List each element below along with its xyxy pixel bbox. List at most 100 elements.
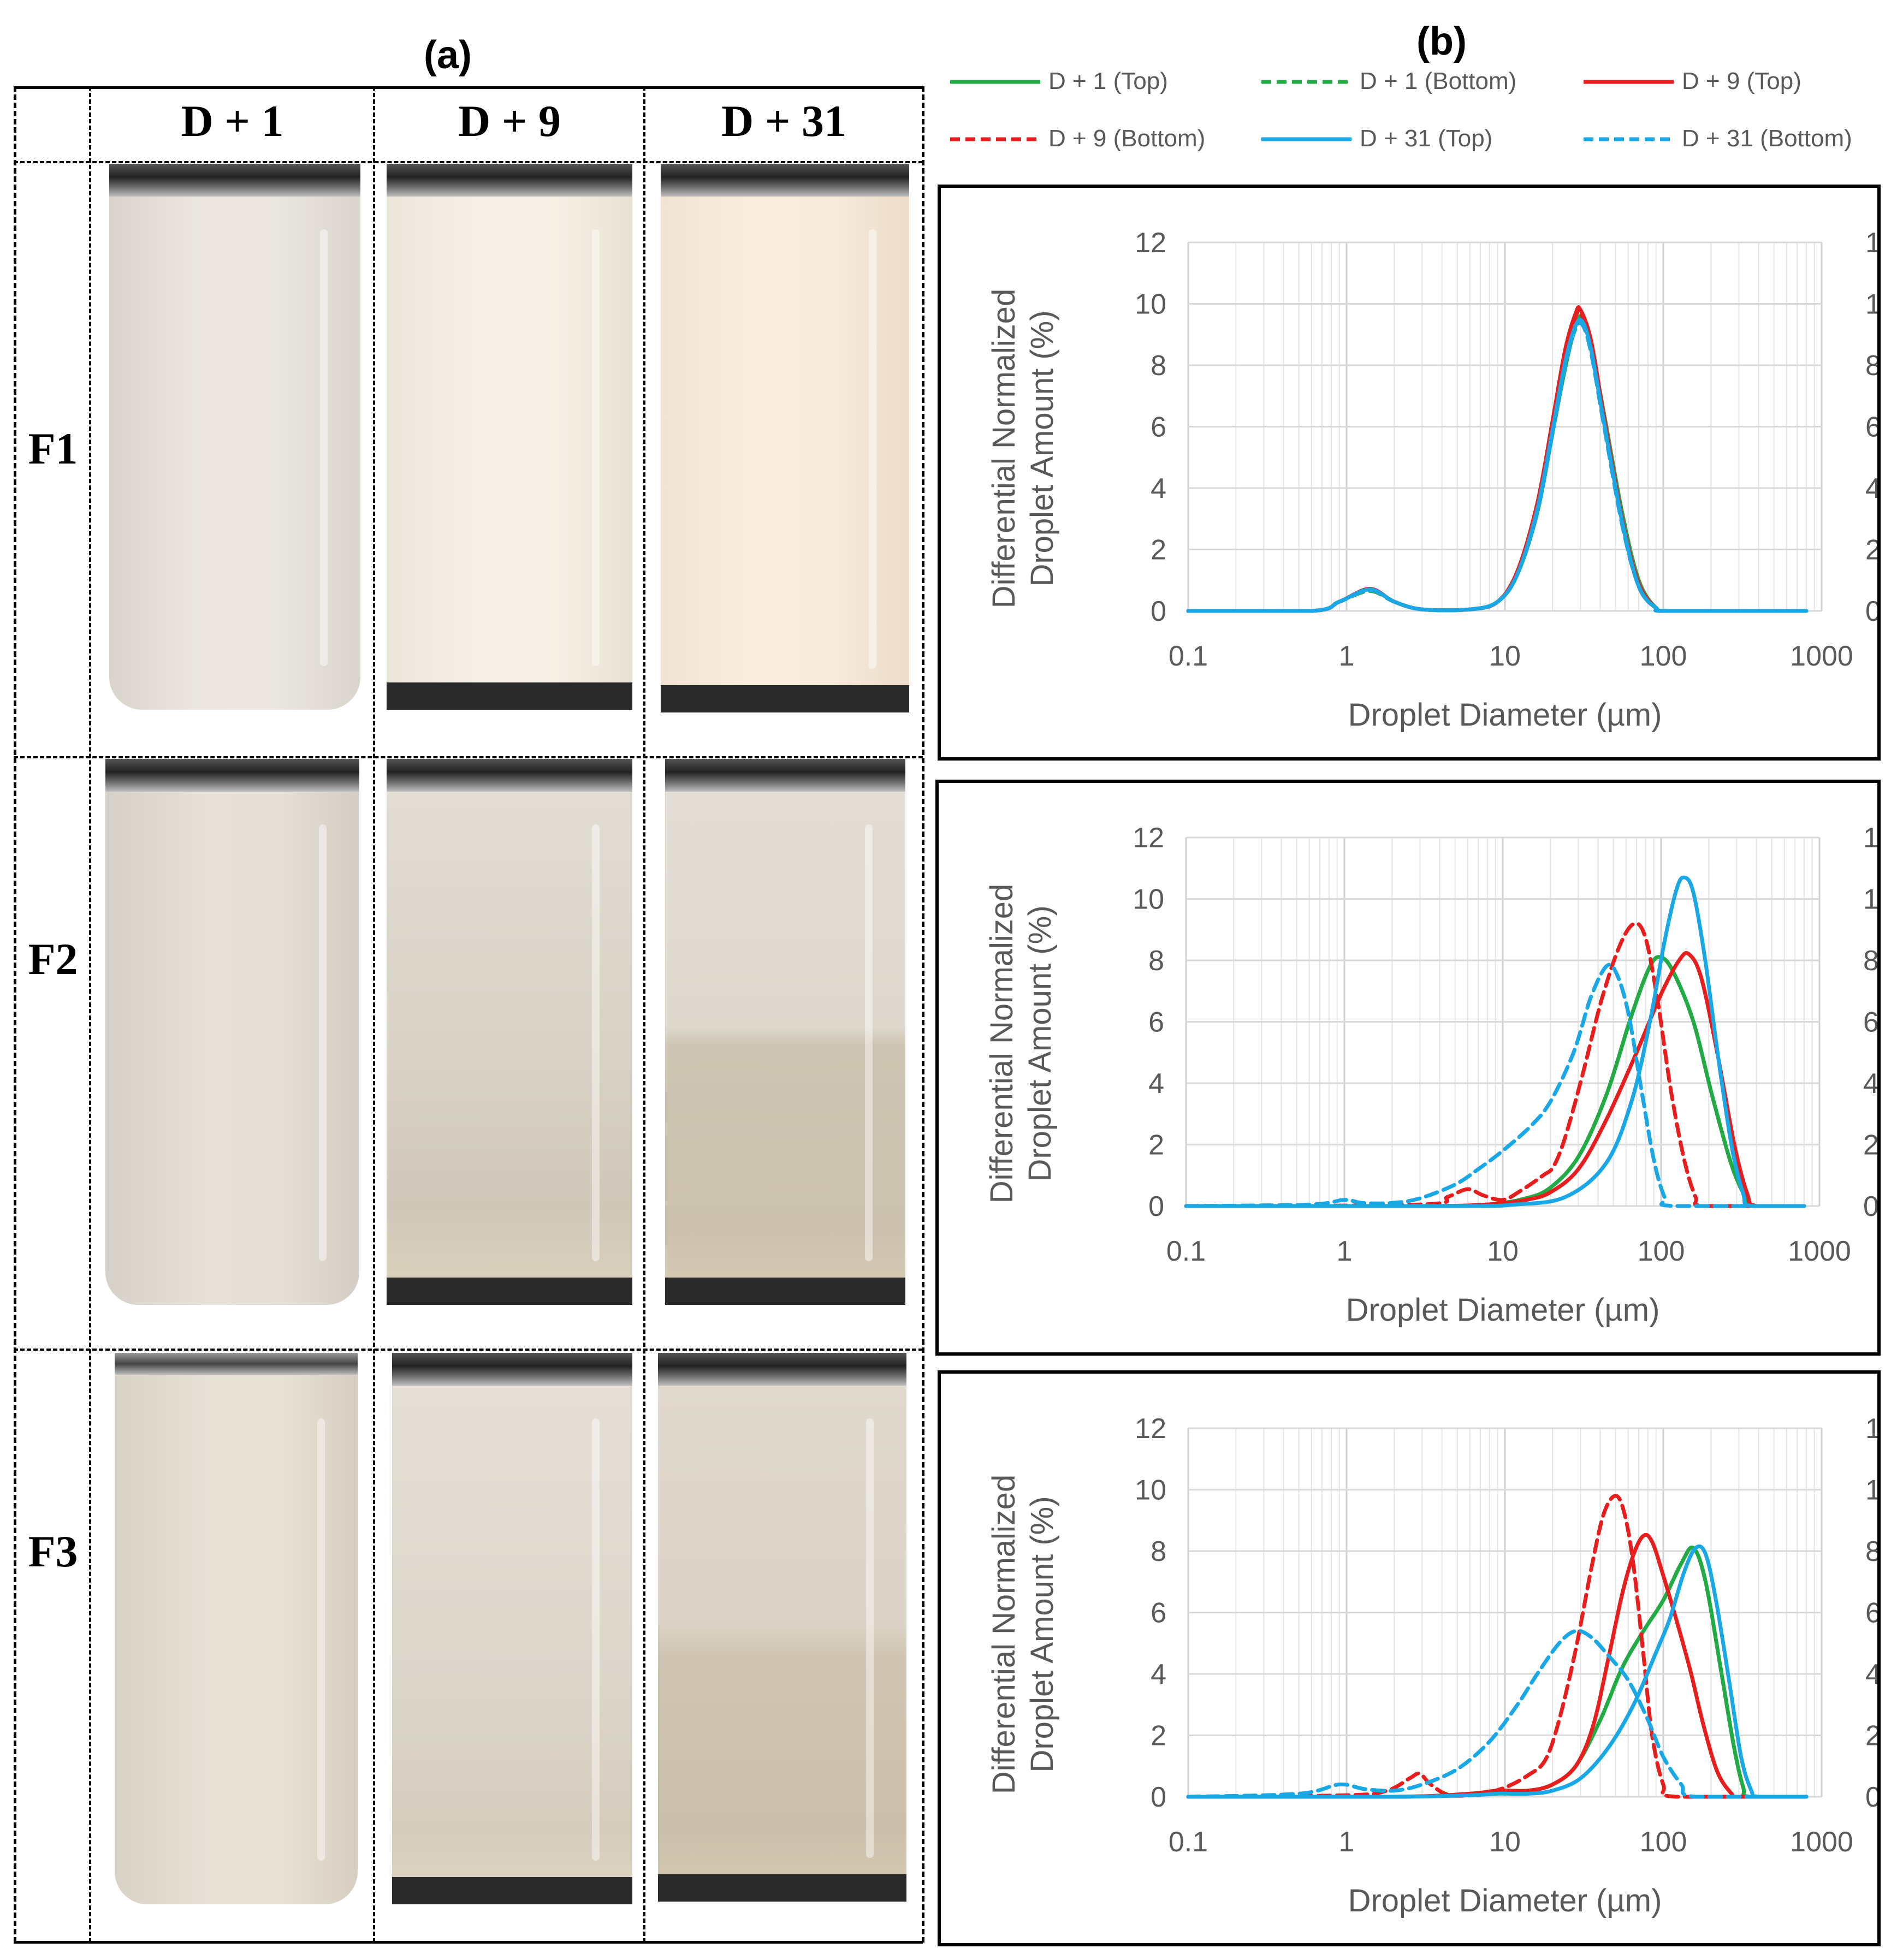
x-tick-label: 100: [1640, 640, 1687, 672]
y-tick-label-right: 2: [1863, 1130, 1877, 1161]
vial-photo-f2-d31: [665, 759, 905, 1305]
vial-liquid: [392, 1386, 632, 1880]
x-tick-label: 10: [1487, 1236, 1519, 1267]
y-tick-label-right: 0: [1865, 1781, 1877, 1813]
y-tick-label-left: 2: [1148, 1130, 1164, 1161]
y-tick-label-left: 10: [1133, 884, 1164, 916]
y-tick-label-left: 8: [1151, 350, 1166, 382]
y-tick-label-right: 12: [1865, 1413, 1877, 1445]
grid-top-line: [14, 86, 923, 89]
chart-f2-svg: 0.1 1 10 100 1000 0 0 2 2 4 4 6 6 8 8 10 10 12 12 Droplet D…: [984, 822, 1895, 1328]
x-tick-label: 100: [1640, 1826, 1687, 1858]
vial-glare: [320, 229, 328, 666]
y-tick-label-right: 0: [1863, 1191, 1877, 1222]
y-tick-label-right: 8: [1865, 1536, 1877, 1567]
legend-swatch: [950, 137, 1040, 141]
vial-photo-f3-d9: [392, 1353, 632, 1904]
legend-swatch: [1261, 137, 1351, 141]
y-tick-label-right: 4: [1865, 473, 1877, 504]
vial-liquid: [658, 1386, 906, 1877]
y-axis-label-line2: Droplet Amount (%): [1022, 905, 1058, 1181]
y-tick-label-right: 10: [1865, 1475, 1877, 1506]
x-axis-label: Droplet Diameter (µm): [1346, 1292, 1660, 1328]
y-tick-label-left: 10: [1135, 289, 1166, 320]
legend-label: D + 1 (Bottom): [1360, 68, 1517, 94]
vial-cap: [658, 1353, 906, 1386]
grid-divider-col2: [373, 86, 375, 1943]
row-header-f2: F2: [28, 934, 78, 984]
y-tick-label-left: 4: [1148, 1068, 1164, 1100]
vial-base: [658, 1874, 906, 1902]
x-tick-label: 10: [1489, 1826, 1521, 1858]
y-tick-label-left: 8: [1148, 945, 1164, 977]
y-tick-label-right: 4: [1863, 1068, 1877, 1100]
grid-divider-col3: [643, 86, 645, 1943]
x-tick-label: 100: [1638, 1236, 1685, 1267]
vial-cap: [392, 1353, 632, 1386]
panel-a-label: (a): [424, 33, 472, 77]
series-line-d-9-bottom: [1184, 921, 1806, 1208]
x-tick-label: 1: [1337, 1236, 1353, 1267]
grid-divider-row2: [14, 1349, 923, 1351]
grid-divider-header: [14, 161, 923, 163]
vial-liquid: [115, 1375, 358, 1904]
y-tick-label-left: 6: [1148, 1007, 1164, 1038]
y-tick-label-left: 4: [1151, 473, 1166, 504]
legend-label: D + 9 (Top): [1682, 68, 1801, 94]
row-header-f1: F1: [28, 424, 78, 473]
series-line-d-31-bottom: [1186, 320, 1809, 613]
y-tick-label-left: 4: [1151, 1659, 1166, 1690]
x-tick-label: 0.1: [1169, 640, 1208, 672]
legend-label: D + 9 (Bottom): [1048, 125, 1206, 152]
legend-swatch: [1261, 80, 1351, 84]
vial-cap: [115, 1353, 358, 1375]
x-tick-label: 0.1: [1166, 1236, 1206, 1267]
x-tick-label: 1: [1339, 1826, 1355, 1858]
series-line-d-31-top: [1186, 1544, 1809, 1799]
grid-divider-col1: [89, 86, 91, 1943]
vial-liquid: [661, 197, 909, 688]
y-tick-label-left: 6: [1151, 1597, 1166, 1629]
y-tick-label-left: 0: [1151, 1781, 1166, 1813]
y-axis-label-line1: Differential Normalized: [986, 289, 1022, 609]
legend-label: D + 1 (Top): [1048, 68, 1168, 94]
vial-glare: [866, 1418, 874, 1858]
y-tick-label-right: 10: [1865, 289, 1877, 320]
vial-liquid: [109, 197, 360, 710]
vial-base: [665, 1278, 905, 1305]
y-tick-label-left: 0: [1148, 1191, 1164, 1222]
row-header-f3: F3: [28, 1527, 78, 1576]
chart-f1-svg: 0.1 1 10 100 1000 0 0 2 2 4 4 6 6 8 8 10 10 12 12 Droplet D…: [986, 227, 1897, 733]
y-tick-label-right: 6: [1865, 412, 1877, 443]
y-tick-label-right: 6: [1863, 1007, 1877, 1038]
chart-legend: D + 1 (Top) D + 1 (Bottom) D + 9 (Top) D + …: [945, 66, 1895, 175]
y-tick-label-right: 6: [1865, 1597, 1877, 1629]
vial-liquid: [387, 792, 632, 1280]
panel-b-label: (b): [1416, 20, 1467, 63]
column-header-d1: D + 1: [181, 96, 284, 146]
vial-glare: [592, 824, 600, 1261]
x-axis-label: Droplet Diameter (µm): [1348, 1883, 1662, 1919]
vial-photo-f1-d1: [109, 164, 360, 710]
y-tick-label-left: 2: [1151, 534, 1166, 566]
x-tick-label: 1000: [1790, 640, 1853, 672]
chart-f3-svg: 0.1 1 10 100 1000 0 0 2 2 4 4 6 6 8 8 10 10 12 12 Droplet D…: [986, 1413, 1897, 1919]
vial-photo-f1-d31: [661, 164, 909, 712]
y-tick-label-right: 8: [1865, 350, 1877, 382]
y-axis-label-line1: Differential Normalized: [986, 1475, 1022, 1795]
vial-glare: [592, 229, 600, 666]
vial-cap: [109, 164, 360, 197]
y-axis-label-line1: Differential Normalized: [984, 884, 1019, 1204]
grid-bottom-line: [14, 1941, 923, 1944]
column-header-d9: D + 9: [458, 96, 561, 146]
x-tick-label: 1000: [1790, 1826, 1853, 1858]
legend-swatch: [1584, 80, 1674, 84]
vial-cap: [105, 759, 359, 792]
vial-base: [387, 1278, 632, 1305]
vial-liquid: [387, 197, 632, 685]
vial-photo-f2-d9: [387, 759, 632, 1305]
photo-grid-panel: (a) D + 1 D + 9 D + 31 F1 F2 F3: [0, 0, 939, 1960]
y-tick-label-left: 0: [1151, 596, 1166, 627]
legend-label: D + 31 (Bottom): [1682, 125, 1852, 152]
x-tick-label: 1: [1339, 640, 1355, 672]
